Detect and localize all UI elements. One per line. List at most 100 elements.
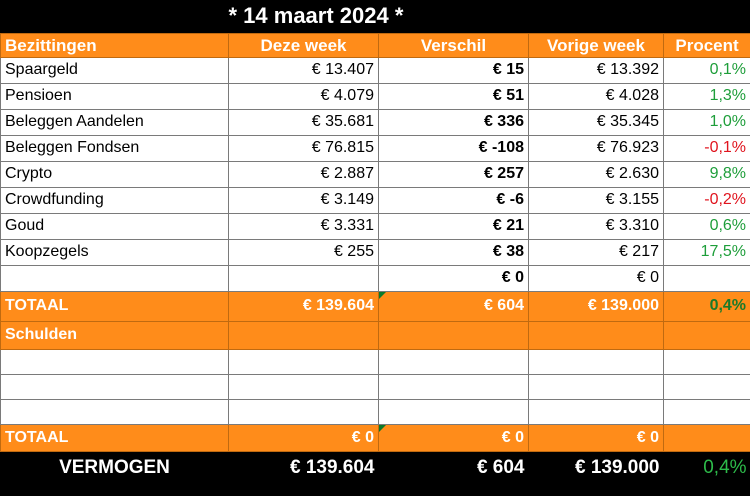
asset-pct[interactable]: -0,2% [662, 186, 750, 214]
net-worth-label[interactable]: VERMOGEN [0, 451, 229, 483]
asset-diff[interactable]: € 21 [378, 212, 529, 240]
header-percent[interactable]: Procent [662, 32, 750, 58]
asset-last-week[interactable]: € 13.392 [528, 56, 664, 84]
asset-pct[interactable]: 1,0% [662, 108, 750, 136]
asset-name[interactable]: Goud [0, 212, 229, 240]
asset-last-week[interactable]: € 217 [528, 238, 664, 266]
empty-cell[interactable] [378, 373, 529, 400]
debts-total-pct[interactable] [662, 423, 750, 452]
empty-cell[interactable] [228, 373, 379, 400]
table-row: Crypto € 2.887 € 257 € 2.630 9,8% [0, 160, 750, 188]
asset-name[interactable]: Crowdfunding [0, 186, 229, 214]
header-difference[interactable]: Verschil [378, 32, 529, 58]
assets-total-diff[interactable]: € 604 [378, 290, 529, 322]
debts-header-empty-cell[interactable] [378, 320, 529, 350]
asset-last-week[interactable]: € 2.630 [528, 160, 664, 188]
empty-cell[interactable] [0, 348, 229, 375]
net-worth-last-week[interactable]: € 139.000 [528, 451, 664, 483]
header-assets[interactable]: Bezittingen [0, 32, 229, 58]
table-row: € 0 € 0 [0, 264, 750, 292]
empty-cell[interactable] [662, 373, 750, 400]
table-row: Goud € 3.331 € 21 € 3.310 0,6% [0, 212, 750, 240]
asset-this-week[interactable]: € 76.815 [228, 134, 379, 162]
debts-header[interactable]: Schulden [0, 320, 229, 350]
asset-name[interactable]: Spaargeld [0, 56, 229, 84]
asset-name[interactable] [0, 264, 229, 292]
header-row: Bezittingen Deze week Verschil Vorige we… [0, 32, 750, 58]
asset-this-week[interactable]: € 13.407 [228, 56, 379, 84]
asset-this-week[interactable] [228, 264, 379, 292]
net-worth-this-week[interactable]: € 139.604 [228, 451, 379, 483]
asset-diff[interactable]: € 257 [378, 160, 529, 188]
asset-pct[interactable]: -0,1% [662, 134, 750, 162]
table-row: Beleggen Fondsen € 76.815 € -108 € 76.923 -0… [0, 134, 750, 162]
asset-diff[interactable]: € 336 [378, 108, 529, 136]
assets-total-last-week[interactable]: € 139.000 [528, 290, 664, 322]
asset-this-week[interactable]: € 4.079 [228, 82, 379, 110]
assets-total-pct[interactable]: 0,4% [662, 290, 750, 322]
table-row: Crowdfunding € 3.149 € -6 € 3.155 -0,2% [0, 186, 750, 214]
asset-last-week[interactable]: € 3.155 [528, 186, 664, 214]
asset-pct[interactable] [662, 264, 750, 292]
debts-header-empty-cell[interactable] [528, 320, 664, 350]
asset-name[interactable]: Crypto [0, 160, 229, 188]
asset-name[interactable]: Pensioen [0, 82, 229, 110]
asset-last-week[interactable]: € 35.345 [528, 108, 664, 136]
empty-cell[interactable] [528, 398, 664, 425]
net-worth-diff[interactable]: € 604 [378, 451, 529, 483]
asset-last-week[interactable]: € 76.923 [528, 134, 664, 162]
empty-cell[interactable] [378, 348, 529, 375]
title-row: * 14 maart 2024 * [0, 0, 750, 33]
asset-diff[interactable]: € 38 [378, 238, 529, 266]
empty-cell[interactable] [662, 398, 750, 425]
asset-diff[interactable]: € 15 [378, 56, 529, 84]
empty-cell[interactable] [228, 348, 379, 375]
debt-row [0, 373, 750, 400]
header-this-week[interactable]: Deze week [228, 32, 379, 58]
empty-cell[interactable] [662, 348, 750, 375]
assets-total-row: TOTAAL € 139.604 € 604 € 139.000 0,4% [0, 290, 750, 322]
asset-pct[interactable]: 9,8% [662, 160, 750, 188]
asset-last-week[interactable]: € 3.310 [528, 212, 664, 240]
asset-name[interactable]: Beleggen Aandelen [0, 108, 229, 136]
asset-pct[interactable]: 0,1% [662, 56, 750, 84]
debts-total-diff[interactable]: € 0 [378, 423, 529, 452]
asset-diff[interactable]: € -108 [378, 134, 529, 162]
empty-cell[interactable] [378, 398, 529, 425]
debts-header-empty-cell[interactable] [662, 320, 750, 350]
asset-pct[interactable]: 1,3% [662, 82, 750, 110]
debt-row [0, 348, 750, 375]
debts-total-label[interactable]: TOTAAL [0, 423, 229, 452]
net-worth-pct[interactable]: 0,4% [663, 451, 750, 483]
table-row: Beleggen Aandelen € 35.681 € 336 € 35.345 1,… [0, 108, 750, 136]
asset-this-week[interactable]: € 3.331 [228, 212, 379, 240]
asset-name[interactable]: Beleggen Fondsen [0, 134, 229, 162]
empty-cell[interactable] [528, 373, 664, 400]
asset-name[interactable]: Koopzegels [0, 238, 229, 266]
assets-total-label[interactable]: TOTAAL [0, 290, 229, 322]
asset-diff[interactable]: € -6 [378, 186, 529, 214]
debts-header-row: Schulden [0, 320, 750, 350]
asset-diff[interactable]: € 0 [378, 264, 529, 292]
net-worth-row: VERMOGEN € 139.604 € 604 € 139.000 0,4% [0, 451, 750, 483]
empty-cell[interactable] [228, 398, 379, 425]
asset-this-week[interactable]: € 35.681 [228, 108, 379, 136]
asset-this-week[interactable]: € 255 [228, 238, 379, 266]
asset-diff[interactable]: € 51 [378, 82, 529, 110]
empty-cell[interactable] [0, 398, 229, 425]
empty-cell[interactable] [0, 373, 229, 400]
asset-last-week[interactable]: € 0 [528, 264, 664, 292]
assets-total-this-week[interactable]: € 139.604 [228, 290, 379, 322]
sheet-title[interactable]: * 14 maart 2024 * [0, 0, 750, 33]
debts-header-empty-cell[interactable] [228, 320, 379, 350]
asset-this-week[interactable]: € 3.149 [228, 186, 379, 214]
asset-this-week[interactable]: € 2.887 [228, 160, 379, 188]
asset-pct[interactable]: 17,5% [662, 238, 750, 266]
header-last-week[interactable]: Vorige week [528, 32, 664, 58]
asset-pct[interactable]: 0,6% [662, 212, 750, 240]
debts-total-last-week[interactable]: € 0 [528, 423, 664, 452]
asset-last-week[interactable]: € 4.028 [528, 82, 664, 110]
empty-cell[interactable] [528, 348, 664, 375]
debts-total-this-week[interactable]: € 0 [228, 423, 379, 452]
